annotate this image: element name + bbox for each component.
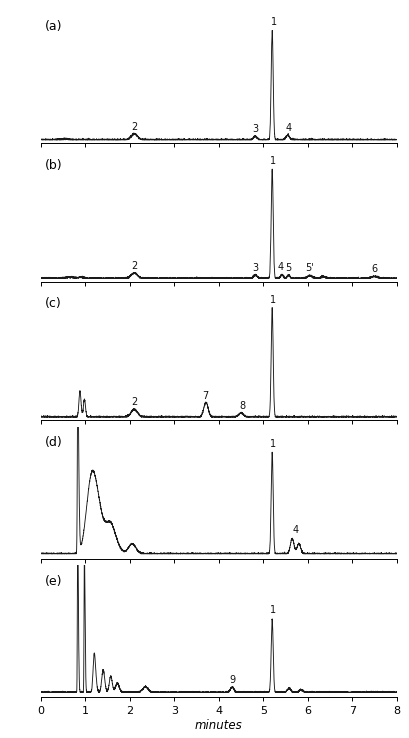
- Text: 1: 1: [270, 439, 276, 449]
- Text: 2: 2: [131, 397, 137, 407]
- Text: 5': 5': [306, 263, 315, 274]
- Text: (c): (c): [45, 297, 61, 311]
- Text: 2: 2: [131, 122, 137, 131]
- Text: 8: 8: [239, 401, 245, 410]
- Text: 1: 1: [270, 294, 276, 305]
- Text: 4: 4: [285, 123, 292, 133]
- Text: 3: 3: [252, 124, 258, 134]
- Text: 1: 1: [270, 605, 276, 615]
- Text: 7: 7: [202, 390, 209, 401]
- Text: 1: 1: [270, 18, 276, 27]
- Text: (b): (b): [45, 159, 62, 172]
- Text: 5: 5: [285, 263, 292, 273]
- Text: 1: 1: [270, 156, 276, 166]
- Text: (d): (d): [45, 436, 62, 449]
- Text: 9: 9: [229, 675, 235, 685]
- Text: 2: 2: [131, 261, 137, 271]
- Text: 6: 6: [371, 264, 378, 275]
- X-axis label: minutes: minutes: [195, 720, 243, 732]
- Text: 3: 3: [252, 263, 258, 273]
- Text: 4: 4: [292, 525, 299, 536]
- Text: (a): (a): [45, 21, 62, 33]
- Text: (e): (e): [45, 575, 62, 587]
- Text: 4: 4: [278, 263, 284, 272]
